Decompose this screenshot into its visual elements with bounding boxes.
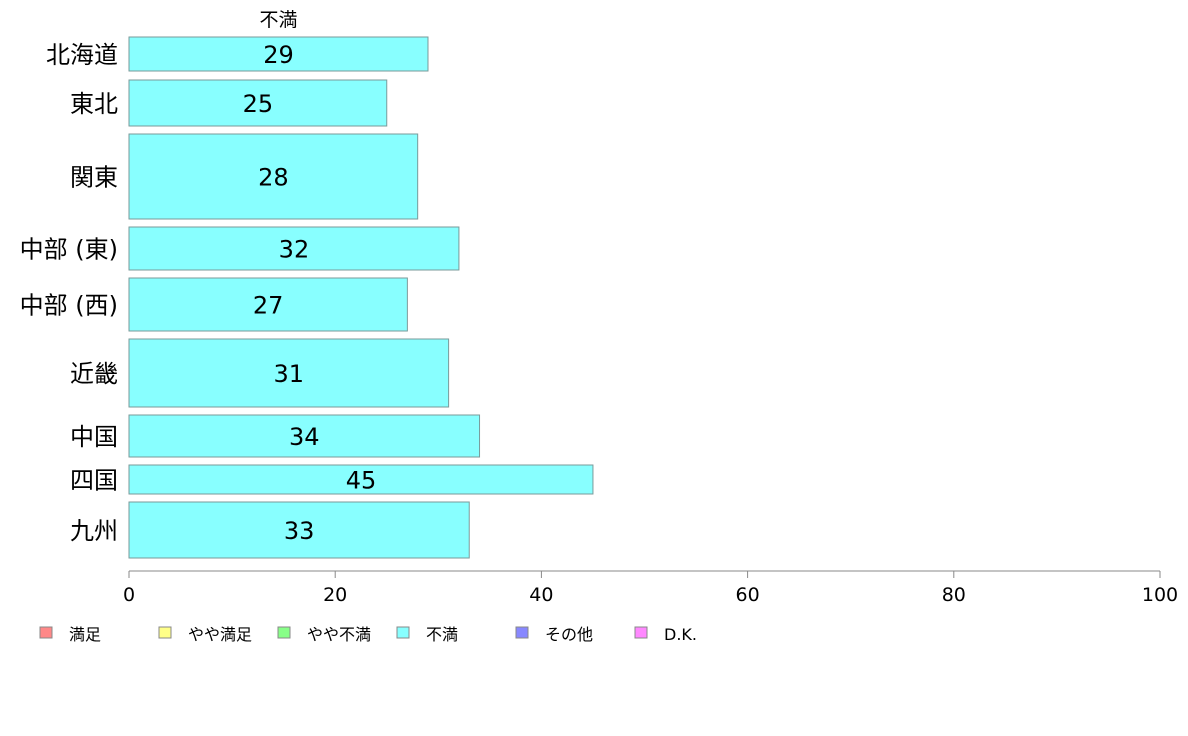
legend: 満足 やや満足 やや不満 不満 その他 D.K.: [39, 625, 697, 644]
category-label: 中国: [70, 423, 118, 451]
category-label: 東北: [70, 90, 118, 118]
legend-swatch: [158, 626, 172, 639]
bar: [128, 79, 388, 127]
bar-value-label: 34: [289, 423, 320, 451]
bar: [128, 36, 429, 72]
bar: [128, 338, 450, 408]
bar: [128, 464, 594, 495]
legend-swatch: [634, 626, 648, 639]
x-axis: 0 20 40 60 80 100: [123, 570, 1178, 606]
bar: [128, 414, 481, 458]
series-header: 不満: [259, 9, 297, 31]
category-label: 近畿: [70, 360, 118, 388]
x-tick-label: 20: [323, 584, 347, 606]
legend-swatch: [515, 626, 529, 639]
bar-value-label: 32: [279, 236, 310, 264]
bar-value-label: 45: [346, 467, 377, 495]
bar: [128, 133, 419, 220]
bars-group: 29 25 28 32 27 31 34 45 33: [128, 36, 594, 559]
x-tick-label: 100: [1142, 584, 1178, 606]
category-label: 中部 (東): [20, 236, 118, 264]
legend-swatch: [396, 626, 410, 639]
x-tick-label: 40: [529, 584, 553, 606]
legend-label: やや不満: [307, 625, 371, 644]
legend-label: D.K.: [664, 625, 697, 644]
x-tick-label: 0: [123, 584, 135, 606]
x-tick-label: 80: [942, 584, 966, 606]
category-label: 四国: [70, 467, 118, 495]
category-label: 中部 (西): [20, 292, 118, 320]
legend-label: 満足: [69, 625, 101, 644]
bar-value-label: 29: [263, 41, 294, 69]
legend-swatch: [39, 626, 53, 639]
x-tick-label: 60: [736, 584, 760, 606]
bar-value-label: 28: [258, 164, 289, 192]
category-label: 九州: [70, 517, 118, 545]
bar: [128, 277, 408, 332]
legend-label: 不満: [426, 625, 458, 644]
bar-value-label: 33: [284, 517, 315, 545]
category-label: 北海道: [46, 41, 118, 69]
bar-value-label: 27: [253, 292, 284, 320]
legend-label: やや満足: [188, 625, 252, 644]
category-label: 関東: [70, 164, 118, 192]
bar-value-label: 31: [274, 360, 305, 388]
bar: [128, 226, 460, 271]
bar: [128, 501, 470, 559]
bar-value-label: 25: [243, 90, 274, 118]
legend-swatch: [277, 626, 291, 639]
legend-label: その他: [545, 625, 593, 644]
